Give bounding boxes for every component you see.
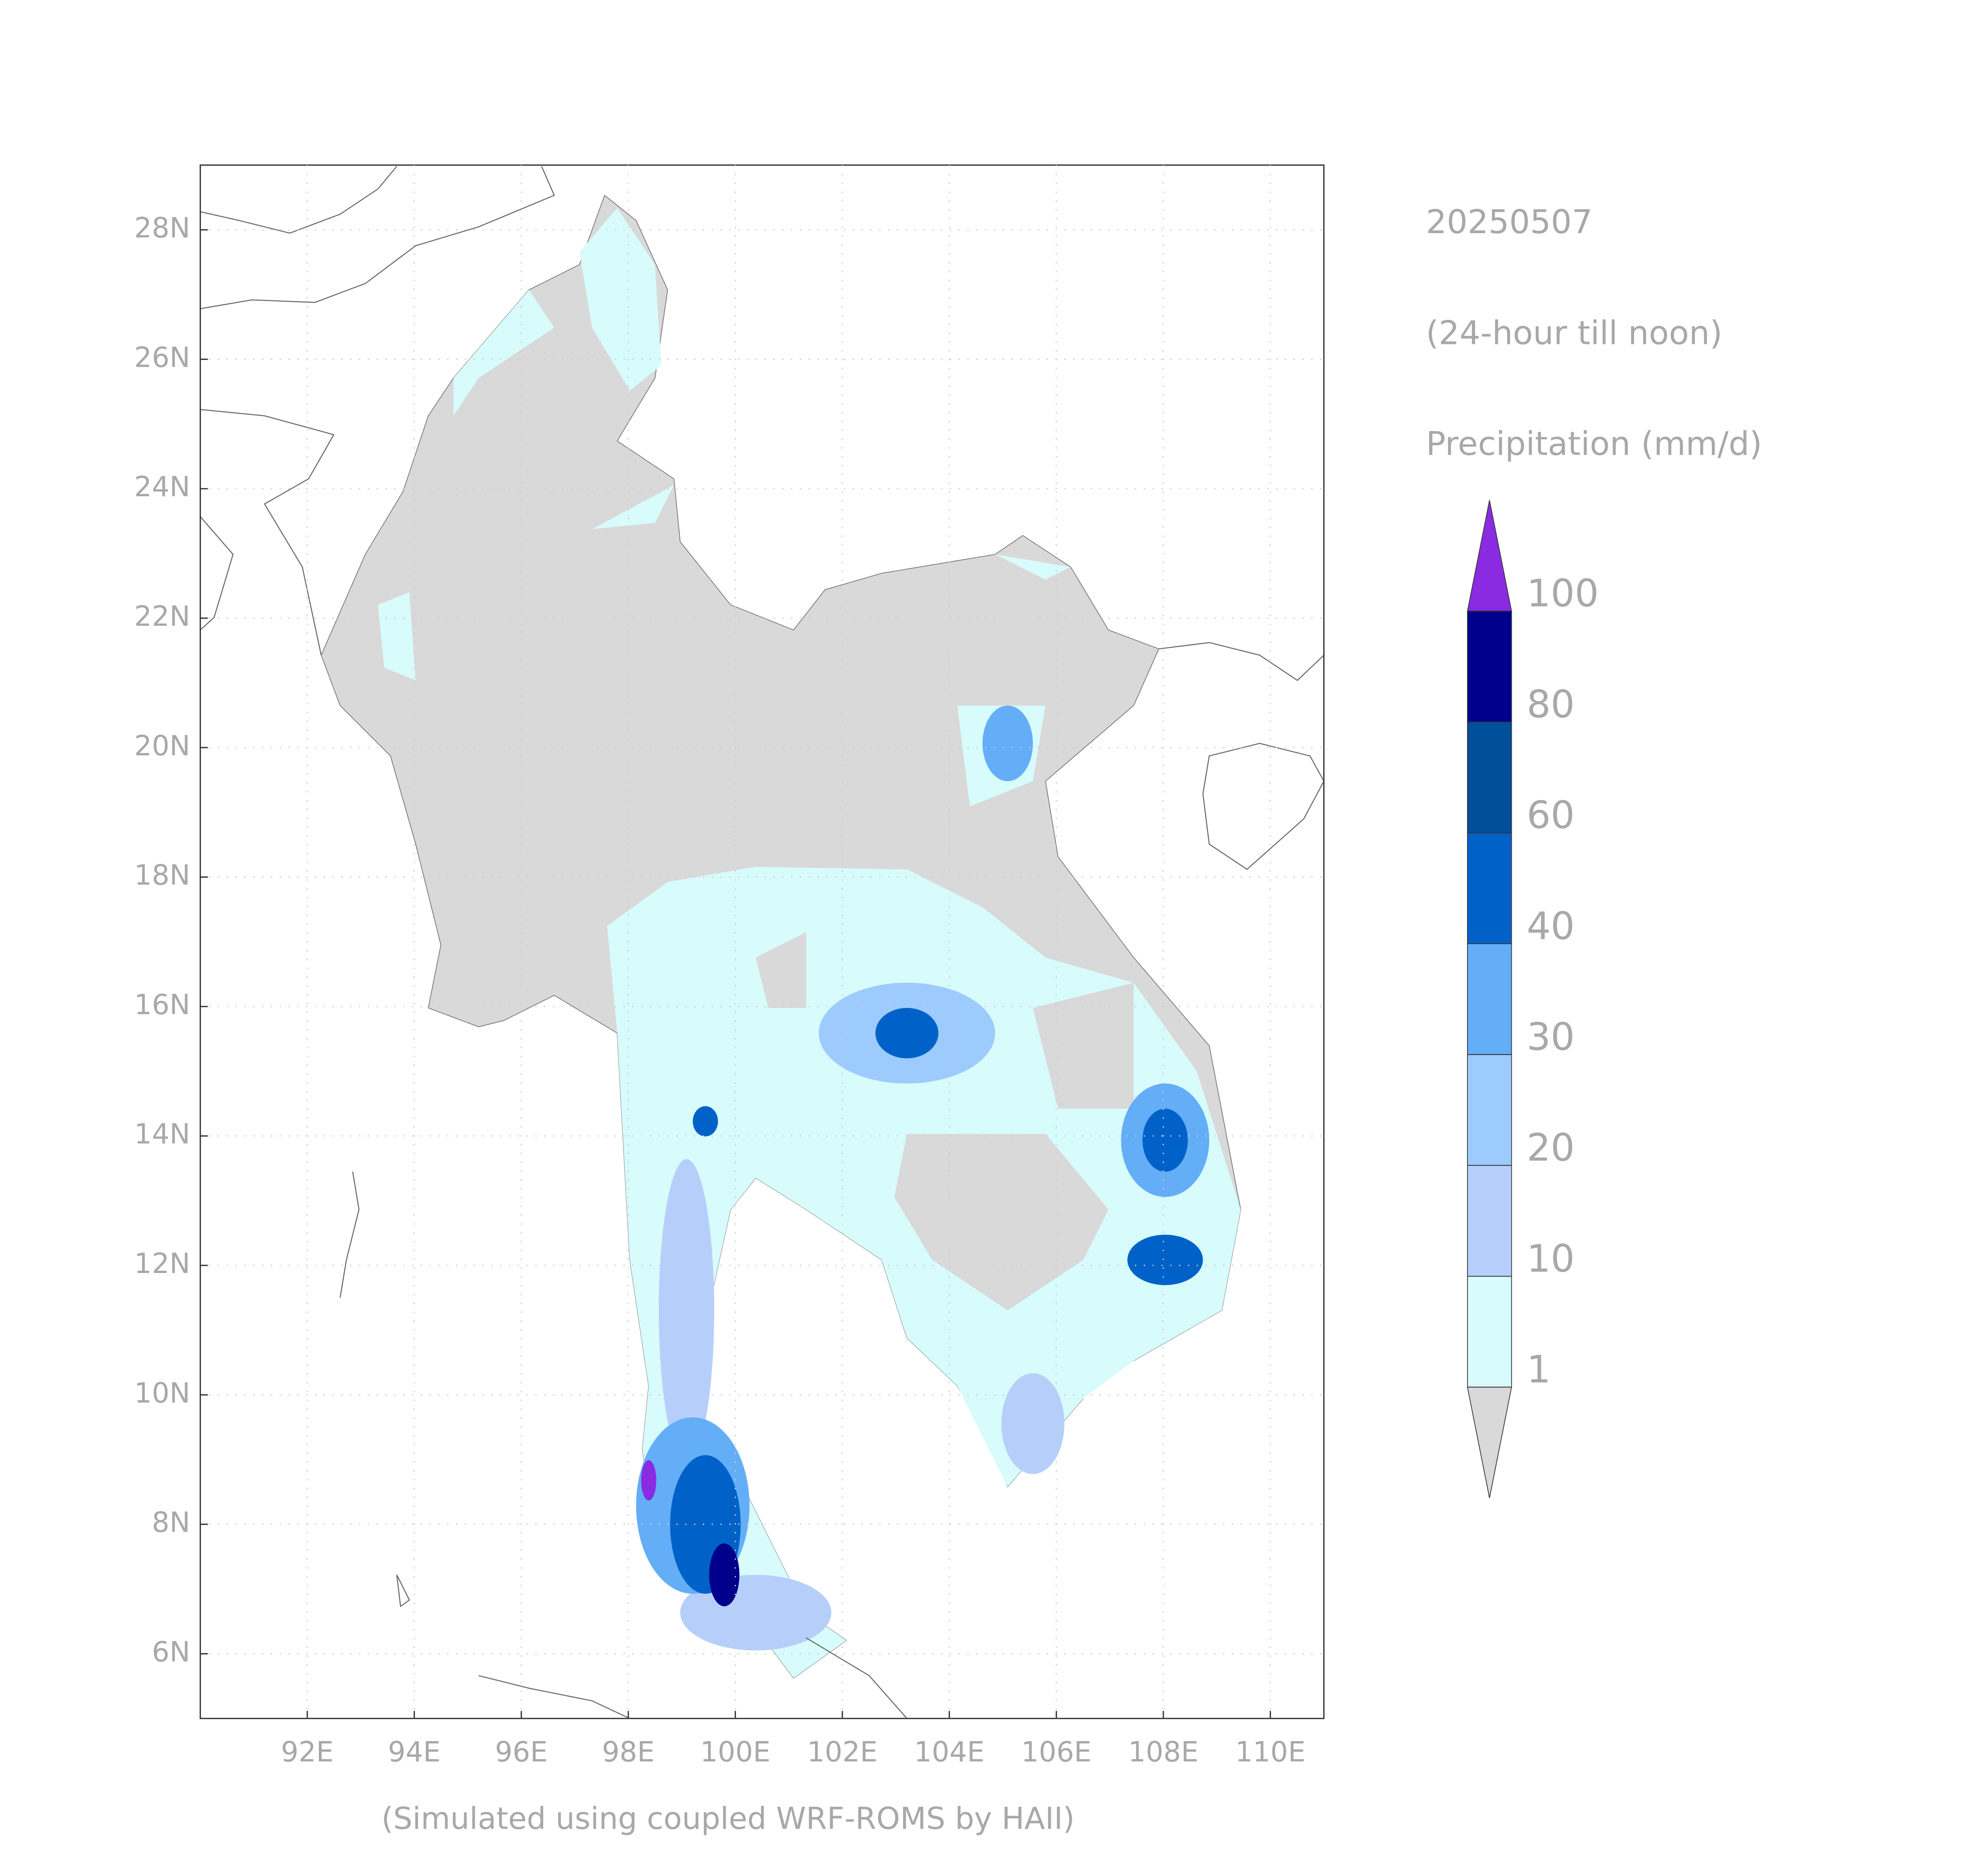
lon-tick-label: 102E	[807, 1735, 878, 1768]
lon-tick-label: 92E	[281, 1735, 334, 1768]
lon-tick-label: 104E	[914, 1735, 985, 1768]
lon-tick-label: 94E	[388, 1735, 441, 1768]
colorbar-box	[1467, 1276, 1512, 1388]
lon-tick-label: 108E	[1128, 1735, 1199, 1768]
colorbar-box	[1467, 721, 1512, 833]
lat-tick-label: 26N	[134, 341, 190, 373]
lon-tick-label: 100E	[700, 1735, 771, 1768]
lat-tick-label: 10N	[134, 1377, 190, 1409]
dry-patch	[756, 932, 1134, 1311]
lat-tick-label: 28N	[134, 212, 190, 244]
lat-tick-label: 24N	[134, 470, 190, 503]
lat-tick-label: 8N	[152, 1506, 190, 1539]
colorbar-box	[1467, 1054, 1512, 1166]
lat-tick-label: 22N	[134, 600, 190, 632]
colorbar-label: 10	[1526, 1236, 1575, 1281]
map-frame	[200, 164, 1325, 1719]
colorbar-box	[1467, 611, 1512, 723]
lat-tick-label: 14N	[134, 1118, 190, 1150]
colorbar-label: 60	[1526, 793, 1575, 837]
lat-tick-label: 20N	[134, 729, 190, 762]
colorbar-label: 100	[1526, 571, 1599, 616]
lat-tick-label: 18N	[134, 859, 190, 892]
coastlines	[200, 166, 1325, 1719]
colorbar-label: 1	[1526, 1347, 1551, 1391]
lon-tick-label: 110E	[1235, 1735, 1306, 1768]
variable: Precipitation (mm/d)	[1426, 425, 1762, 463]
colorbar-label: 20	[1526, 1126, 1575, 1170]
lon-tick-label: 98E	[602, 1735, 655, 1768]
colorbar-label: 40	[1526, 904, 1575, 948]
lat-tick-label: 12N	[134, 1247, 190, 1280]
rain-cells	[636, 705, 1209, 1650]
period: (24-hour till noon)	[1426, 314, 1723, 352]
colorbar-box	[1467, 1165, 1512, 1277]
colorbar-box	[1467, 943, 1512, 1055]
lon-tick-label: 96E	[495, 1735, 548, 1768]
colorbar-box	[1467, 832, 1512, 944]
lat-tick-label: 16N	[134, 988, 190, 1021]
map	[200, 166, 1325, 1719]
colorbar-label: 30	[1526, 1014, 1575, 1059]
lat-tick-label: 6N	[152, 1635, 190, 1668]
credit: (Simulated using coupled WRF-ROMS by HAI…	[381, 1801, 1074, 1836]
lon-tick-label: 106E	[1021, 1735, 1092, 1768]
colorbar-label: 80	[1526, 682, 1575, 726]
date: 20250507	[1426, 203, 1593, 241]
